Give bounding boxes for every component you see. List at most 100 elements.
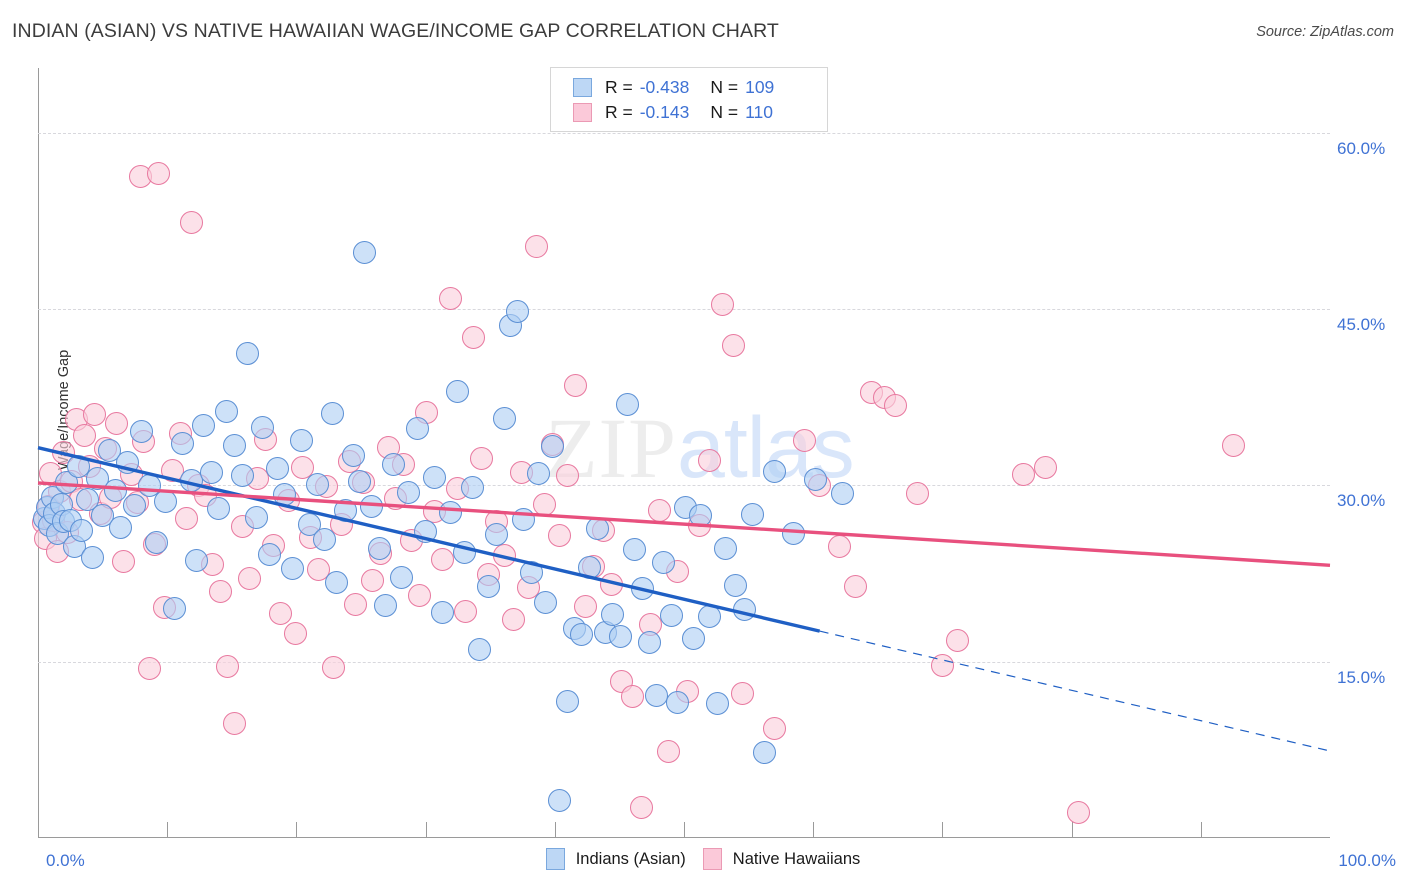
data-point (341, 444, 365, 468)
data-point (460, 476, 484, 500)
y-axis-tick-label: 45.0% (1337, 314, 1386, 334)
data-point (556, 690, 580, 714)
data-point (505, 299, 529, 323)
series-legend: Indians (Asian) Native Hawaiians (0, 848, 1406, 870)
x-axis-min-label: 0.0% (46, 851, 85, 870)
data-point (570, 623, 594, 647)
data-point (222, 712, 246, 736)
x-axis-tick (942, 822, 944, 838)
data-point (501, 607, 525, 631)
data-point (730, 681, 754, 705)
legend-swatch-hawaiians (702, 848, 722, 870)
data-point (698, 605, 722, 629)
data-point (525, 235, 549, 259)
data-point (70, 518, 94, 542)
data-point (762, 459, 786, 483)
gridline (38, 485, 1330, 487)
data-point (322, 656, 346, 680)
stats-swatch-hawaiians (573, 103, 592, 122)
data-point (782, 522, 806, 546)
data-point (844, 574, 868, 598)
y-axis-tick-label: 60.0% (1337, 138, 1386, 158)
data-point (574, 594, 598, 618)
data-point (154, 490, 178, 514)
data-point (831, 482, 855, 506)
data-point (333, 498, 357, 522)
data-point (83, 403, 107, 427)
legend-item-indians[interactable]: Indians (Asian) (545, 848, 686, 870)
data-point (762, 717, 786, 741)
data-point (123, 493, 147, 517)
data-point (257, 543, 281, 567)
data-point (1012, 463, 1036, 487)
data-point (407, 584, 431, 608)
data-point (548, 788, 572, 812)
data-point (548, 524, 572, 548)
data-point (752, 740, 776, 764)
legend-label-indians: Indians (Asian) (575, 849, 686, 868)
data-point (615, 392, 639, 416)
data-point (305, 472, 329, 496)
data-point (397, 480, 421, 504)
data-point (244, 505, 268, 529)
data-point (361, 569, 385, 593)
data-point (199, 460, 223, 484)
data-point (313, 527, 337, 551)
data-point (827, 534, 851, 558)
data-point (215, 399, 239, 423)
data-point (906, 482, 930, 506)
data-point (452, 540, 476, 564)
data-point (461, 325, 485, 349)
x-axis-tick (425, 822, 427, 838)
data-point (175, 506, 199, 530)
data-point (238, 566, 262, 590)
data-point (180, 210, 204, 234)
legend-label-hawaiians: Native Hawaiians (732, 849, 861, 868)
data-point (1066, 800, 1090, 824)
plot-area: ZIPatlas (31, 68, 1331, 838)
data-point (324, 571, 348, 595)
data-point (930, 653, 954, 677)
data-point (520, 560, 544, 584)
data-point (251, 416, 275, 440)
page-title: INDIAN (ASIAN) VS NATIVE HAWAIIAN WAGE/I… (12, 20, 779, 42)
data-point (454, 599, 478, 623)
x-axis-tick (1200, 822, 1202, 838)
data-point (1034, 456, 1058, 480)
gridline (38, 132, 1330, 134)
data-point (321, 402, 345, 426)
source-attribution: Source: ZipAtlas.com (1256, 24, 1394, 40)
data-point (290, 429, 314, 453)
data-point (485, 523, 509, 547)
data-point (423, 465, 447, 489)
data-point (438, 500, 462, 524)
stats-r-key-hawaiians: R = (605, 102, 633, 122)
data-point (563, 373, 587, 397)
data-point (222, 433, 246, 457)
data-point (713, 537, 737, 561)
legend-item-hawaiians[interactable]: Native Hawaiians (702, 848, 861, 870)
y-axis-title-wrap: Wage/Income Gap (6, 300, 72, 520)
data-point (446, 379, 470, 403)
data-point (534, 591, 558, 615)
data-point (235, 342, 259, 366)
data-point (492, 544, 516, 568)
data-point (1221, 433, 1245, 457)
x-axis-tick (167, 822, 169, 838)
data-point (269, 601, 293, 625)
data-point (281, 557, 305, 581)
x-axis-tick (813, 822, 815, 838)
data-point (406, 417, 430, 441)
data-point (359, 494, 383, 518)
data-point (556, 464, 580, 488)
data-point (645, 684, 669, 708)
data-point (637, 631, 661, 655)
stats-row-hawaiians: R = -0.143 N = 110 (573, 100, 827, 125)
data-point (163, 597, 187, 621)
stats-n-key-hawaiians: N = (710, 102, 739, 122)
data-point (629, 795, 653, 819)
x-axis-tick (554, 822, 556, 838)
data-point (111, 550, 135, 574)
data-point (389, 565, 413, 589)
trend-line-extension (819, 630, 1331, 752)
